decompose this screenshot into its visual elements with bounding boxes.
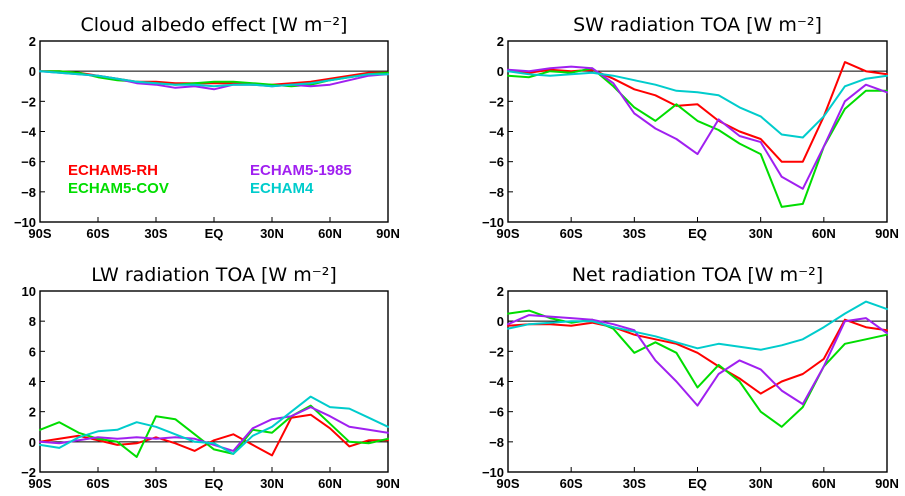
lw-radiation-xtick-label: 30N (260, 476, 284, 491)
sw-radiation-xtick-label: 60N (812, 226, 836, 241)
lw-radiation-series-echam5-1985 (39, 406, 389, 452)
cloud-albedo-ytick-label: −2 (21, 94, 36, 109)
net-radiation-ytick-label: −2 (489, 344, 504, 359)
net-radiation-xtick-label: 30S (623, 476, 646, 491)
lw-radiation-xtick-label: 90N (376, 476, 400, 491)
lw-radiation-series-echam4 (39, 395, 389, 455)
legend-label-echam5-1985: ECHAM5-1985 (250, 162, 352, 179)
cloud-albedo-xtick-label: EQ (205, 226, 224, 241)
legend-label-echam5-rh: ECHAM5-RH (68, 162, 158, 179)
net-radiation-xtick-label: 60N (812, 476, 836, 491)
lw-radiation-series-echam5-rh (39, 413, 389, 457)
lw-radiation-xtick-label: 90S (28, 476, 51, 491)
net-radiation-series-echam5-1985 (507, 314, 888, 407)
legend-label-echam4: ECHAM4 (250, 180, 314, 197)
lw-radiation-series-echam5-cov (39, 404, 389, 458)
lw-radiation-xtick-label: 30S (144, 476, 167, 491)
cloud-albedo-xtick-label: 30N (260, 226, 284, 241)
sw-radiation-title: SW radiation TOA [W m⁻²] (573, 14, 822, 36)
cloud-albedo-xtick-label: 60N (318, 226, 342, 241)
lw-radiation-panel: LW radiation TOA [W m⁻²] −2 0 2 4 6 8 10 90S 60S 3… (21, 264, 400, 491)
cloud-albedo-xtick-label: 60S (86, 226, 109, 241)
lw-radiation-xtick-label: 60N (318, 476, 342, 491)
cloud-albedo-ytick-label: −4 (21, 125, 37, 140)
sw-radiation-series-echam4 (507, 70, 888, 139)
sw-radiation-ytick-label: 0 (497, 64, 504, 79)
sw-radiation-series-echam5-cov (507, 67, 888, 208)
net-radiation-ytick-label: −4 (489, 375, 505, 390)
net-radiation-ytick-label: 0 (497, 314, 504, 329)
net-radiation-title: Net radiation TOA [W m⁻²] (572, 264, 823, 286)
net-radiation-ytick-label: 2 (497, 284, 504, 299)
cloud-albedo-xtick-label: 90N (376, 226, 400, 241)
sw-radiation-ytick-label: −8 (489, 185, 504, 200)
net-radiation-series-echam4 (507, 300, 888, 351)
sw-radiation-xtick-label: 30S (623, 226, 646, 241)
sw-radiation-series-echam5-1985 (507, 65, 888, 190)
sw-radiation-ytick-label: 2 (497, 34, 504, 49)
sw-radiation-xtick-label: 90N (875, 226, 899, 241)
cloud-albedo-series-echam4 (39, 70, 389, 88)
lw-radiation-title: LW radiation TOA [W m⁻²] (91, 264, 337, 286)
cloud-albedo-ytick-label: −10 (14, 215, 36, 230)
sw-radiation-ytick-label: −10 (482, 215, 504, 230)
cloud-albedo-ytick-label: −6 (21, 155, 36, 170)
sw-radiation-xtick-label: 30N (749, 226, 773, 241)
sw-radiation-panel: SW radiation TOA [W m⁻²] −10 −8 −6 −4 −2 0 2 90S… (482, 14, 899, 241)
sw-radiation-xtick-label: EQ (688, 226, 707, 241)
sw-radiation-ytick-label: −2 (489, 94, 504, 109)
lw-radiation-ytick-label: 0 (29, 435, 36, 450)
cloud-albedo-ytick-label: 0 (29, 64, 36, 79)
lw-radiation-ytick-label: 6 (29, 344, 36, 359)
cloud-albedo-panel: Cloud albedo effect [W m⁻²] −10 −8 −6 −4 −2 0 2… (14, 14, 400, 241)
net-radiation-ytick-label: −8 (489, 435, 504, 450)
cloud-albedo-xtick-label: 90S (28, 226, 51, 241)
sw-radiation-ytick-label: −4 (489, 125, 505, 140)
cloud-albedo-ytick-label: −8 (21, 185, 36, 200)
cloud-albedo-title: Cloud albedo effect [W m⁻²] (81, 14, 348, 36)
net-radiation-xtick-label: 60S (560, 476, 583, 491)
sw-radiation-xtick-label: 90S (496, 226, 519, 241)
cloud-albedo-ytick-label: 2 (29, 34, 36, 49)
net-radiation-xtick-label: 90N (875, 476, 899, 491)
lw-radiation-ytick-label: 2 (29, 405, 36, 420)
cloud-albedo-xtick-label: 30S (144, 226, 167, 241)
sw-radiation-ytick-label: −6 (489, 155, 504, 170)
legend-label-echam5-cov: ECHAM5-COV (68, 180, 169, 197)
net-radiation-ytick-label: −6 (489, 405, 504, 420)
lw-radiation-xtick-label: 60S (86, 476, 109, 491)
sw-radiation-series-echam5-rh (507, 61, 888, 163)
lw-radiation-ytick-label: 10 (22, 284, 36, 299)
lw-radiation-ytick-label: −2 (21, 465, 36, 480)
sw-radiation-xtick-label: 60S (560, 226, 583, 241)
net-radiation-xtick-label: 30N (749, 476, 773, 491)
net-radiation-series-echam5-rh (507, 318, 888, 395)
net-radiation-xtick-label: 90S (496, 476, 519, 491)
net-radiation-panel: Net radiation TOA [W m⁻²] −10 −8 −6 −4 −2 0 2 90… (482, 264, 899, 491)
lw-radiation-xtick-label: EQ (205, 476, 224, 491)
lw-radiation-ytick-label: 8 (29, 314, 36, 329)
net-radiation-xtick-label: EQ (688, 476, 707, 491)
net-radiation-series-echam5-cov (507, 309, 888, 428)
lw-radiation-ytick-label: 4 (29, 375, 37, 390)
net-radiation-ytick-label: −10 (482, 465, 504, 480)
